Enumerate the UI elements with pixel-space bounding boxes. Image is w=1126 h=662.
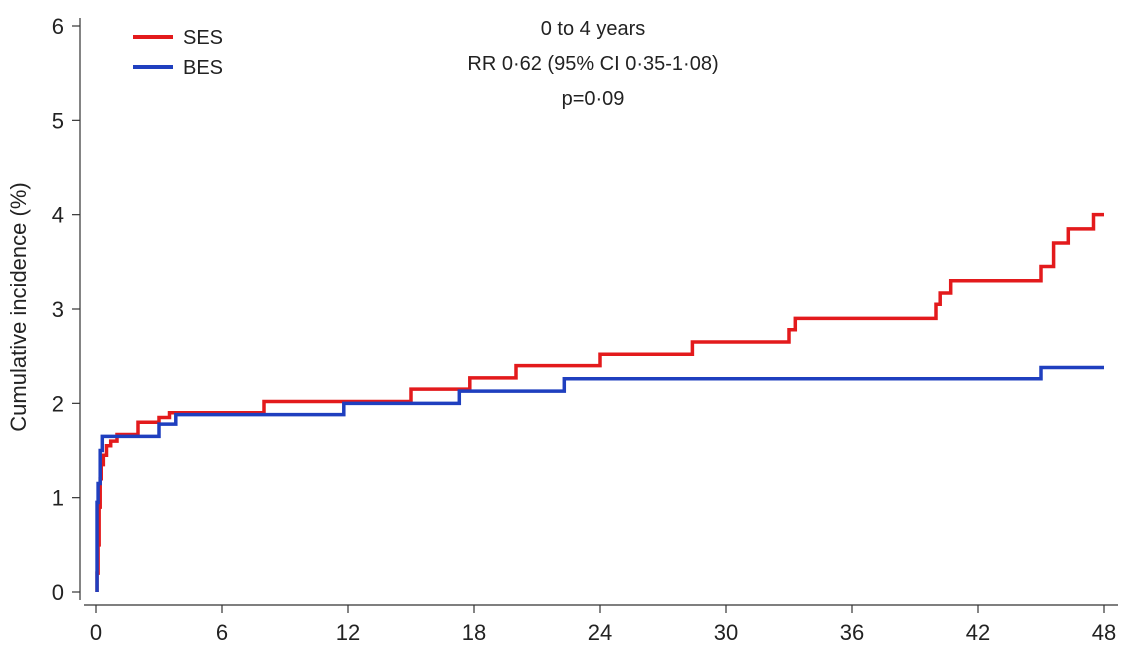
x-tick-label: 48 xyxy=(1092,620,1116,645)
x-tick-label: 0 xyxy=(90,620,102,645)
x-tick-label: 18 xyxy=(462,620,486,645)
series-line-ses xyxy=(95,212,1104,592)
y-tick-label: 0 xyxy=(52,580,64,605)
x-tick-label: 6 xyxy=(216,620,228,645)
annotation-rr: RR 0·62 (95% CI 0·35-1·08) xyxy=(467,53,718,75)
legend: SES BES xyxy=(133,27,223,79)
y-tick-label: 5 xyxy=(52,108,64,133)
series-layer xyxy=(95,212,1104,592)
series-line-bes xyxy=(95,365,1104,592)
y-tick-label: 2 xyxy=(52,391,64,416)
annotation-block: 0 to 4 years RR 0·62 (95% CI 0·35-1·08) … xyxy=(467,18,718,110)
annotation-pvalue: p=0·09 xyxy=(562,88,625,110)
x-tick-label: 30 xyxy=(714,620,738,645)
y-axis-title: Cumulative incidence (%) xyxy=(6,182,31,431)
y-tick-label: 3 xyxy=(52,297,64,322)
x-tick-label: 24 xyxy=(588,620,612,645)
y-tick-label: 6 xyxy=(52,14,64,39)
annotation-period: 0 to 4 years xyxy=(541,18,646,40)
x-tick-label: 42 xyxy=(966,620,990,645)
x-tick-label: 12 xyxy=(336,620,360,645)
y-tick-label: 4 xyxy=(52,203,64,228)
legend-label-bes: BES xyxy=(183,57,223,79)
x-tick-label: 36 xyxy=(840,620,864,645)
y-tick-label: 1 xyxy=(52,486,64,511)
legend-label-ses: SES xyxy=(183,27,223,49)
